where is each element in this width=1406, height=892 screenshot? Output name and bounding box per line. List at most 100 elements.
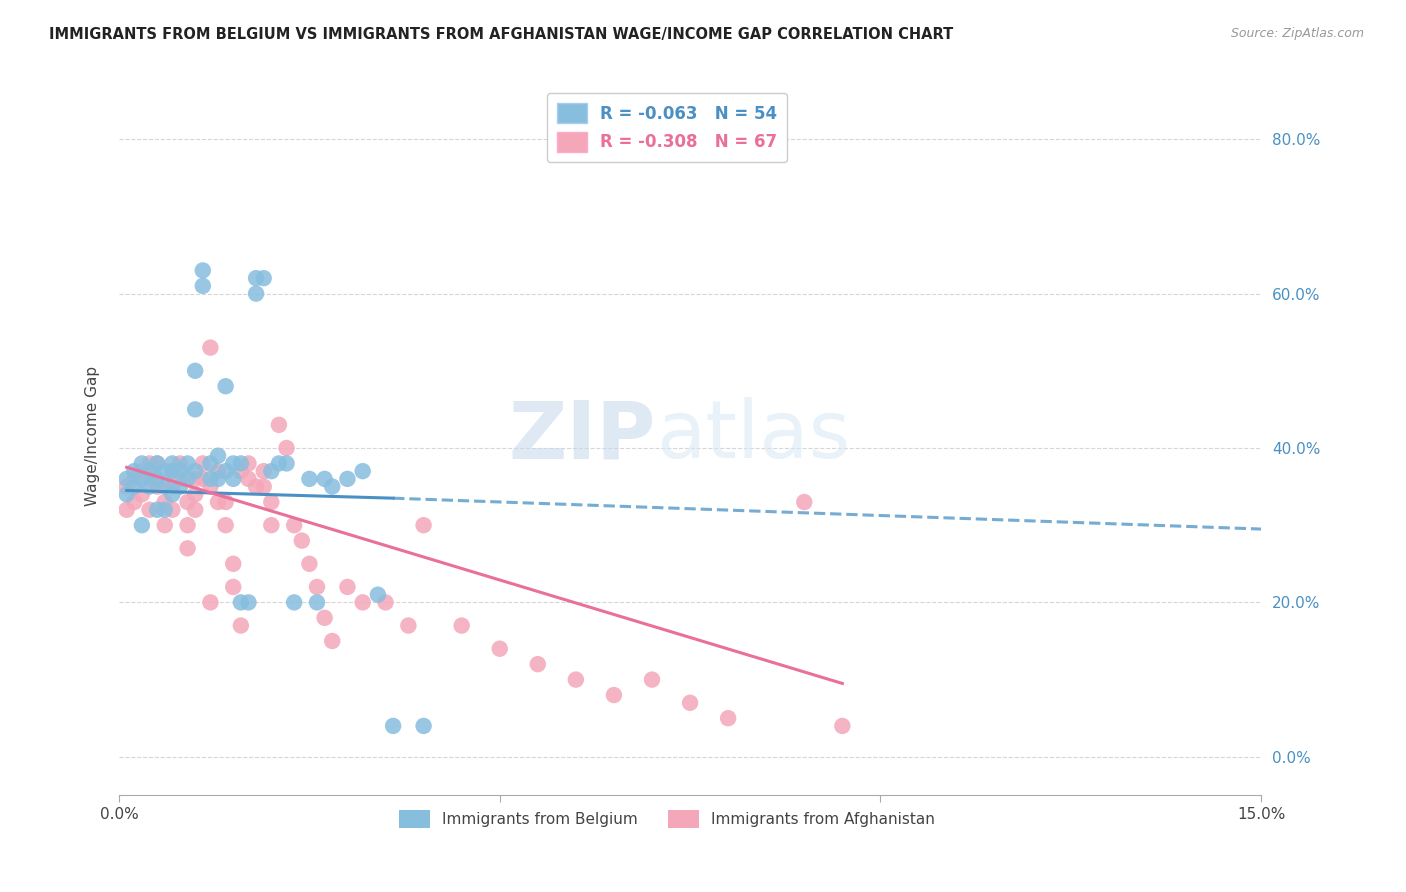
Point <box>191 263 214 277</box>
Point <box>245 271 267 285</box>
Point <box>412 719 434 733</box>
Point <box>169 457 191 471</box>
Point <box>115 472 138 486</box>
Point <box>336 472 359 486</box>
Point <box>321 480 343 494</box>
Point <box>298 472 321 486</box>
Point <box>267 457 290 471</box>
Point <box>222 557 245 571</box>
Point <box>314 472 336 486</box>
Point <box>207 495 229 509</box>
Point <box>207 472 229 486</box>
Point <box>352 595 374 609</box>
Y-axis label: Wage/Income Gap: Wage/Income Gap <box>86 367 100 507</box>
Point <box>207 449 229 463</box>
Point <box>298 557 321 571</box>
Point <box>115 487 138 501</box>
Point <box>153 495 176 509</box>
Point <box>214 495 236 509</box>
Point <box>184 464 207 478</box>
Point <box>276 441 298 455</box>
Point <box>162 464 184 478</box>
Point <box>527 657 550 672</box>
Point <box>191 472 214 486</box>
Point <box>412 518 434 533</box>
Point <box>450 618 472 632</box>
Point <box>176 457 198 471</box>
Point <box>229 618 252 632</box>
Point <box>831 719 853 733</box>
Point <box>131 472 153 486</box>
Point <box>321 634 343 648</box>
Point <box>176 472 198 486</box>
Point <box>184 472 207 486</box>
Point <box>169 472 191 486</box>
Point <box>291 533 314 548</box>
Point <box>229 464 252 478</box>
Point <box>146 472 169 486</box>
Point <box>191 457 214 471</box>
Point <box>603 688 626 702</box>
Point <box>253 271 276 285</box>
Point <box>162 487 184 501</box>
Point <box>207 464 229 478</box>
Point <box>382 719 405 733</box>
Point <box>124 495 146 509</box>
Point <box>267 417 290 432</box>
Point <box>238 457 260 471</box>
Point <box>717 711 740 725</box>
Point <box>131 518 153 533</box>
Point <box>276 457 298 471</box>
Point <box>200 341 222 355</box>
Point <box>184 402 207 417</box>
Point <box>131 457 153 471</box>
Point <box>200 472 222 486</box>
Point <box>124 464 146 478</box>
Point <box>146 457 169 471</box>
Point <box>162 480 184 494</box>
Point <box>488 641 510 656</box>
Point <box>184 487 207 501</box>
Point <box>176 541 198 556</box>
Point <box>131 487 153 501</box>
Point <box>124 472 146 486</box>
Point <box>222 472 245 486</box>
Text: IMMIGRANTS FROM BELGIUM VS IMMIGRANTS FROM AFGHANISTAN WAGE/INCOME GAP CORRELATI: IMMIGRANTS FROM BELGIUM VS IMMIGRANTS FR… <box>49 27 953 42</box>
Point <box>260 464 283 478</box>
Point <box>115 502 138 516</box>
Point <box>138 502 160 516</box>
Point <box>229 595 252 609</box>
Point <box>200 595 222 609</box>
Point <box>214 379 236 393</box>
Point <box>245 286 267 301</box>
Point <box>146 502 169 516</box>
Point <box>169 480 191 494</box>
Point <box>283 595 305 609</box>
Point <box>222 580 245 594</box>
Point <box>238 595 260 609</box>
Point <box>138 464 160 478</box>
Point <box>314 611 336 625</box>
Point <box>153 480 176 494</box>
Point <box>146 457 169 471</box>
Point <box>641 673 664 687</box>
Point <box>352 464 374 478</box>
Point <box>396 618 419 632</box>
Point <box>138 472 160 486</box>
Text: Source: ZipAtlas.com: Source: ZipAtlas.com <box>1230 27 1364 40</box>
Text: ZIP: ZIP <box>509 398 655 475</box>
Point <box>184 502 207 516</box>
Legend: Immigrants from Belgium, Immigrants from Afghanistan: Immigrants from Belgium, Immigrants from… <box>394 804 941 834</box>
Point <box>245 480 267 494</box>
Point <box>679 696 702 710</box>
Point <box>222 457 245 471</box>
Point <box>214 464 236 478</box>
Point <box>260 495 283 509</box>
Point <box>169 464 191 478</box>
Point <box>238 472 260 486</box>
Point <box>229 457 252 471</box>
Point <box>253 480 276 494</box>
Point <box>138 480 160 494</box>
Point <box>162 502 184 516</box>
Point <box>153 502 176 516</box>
